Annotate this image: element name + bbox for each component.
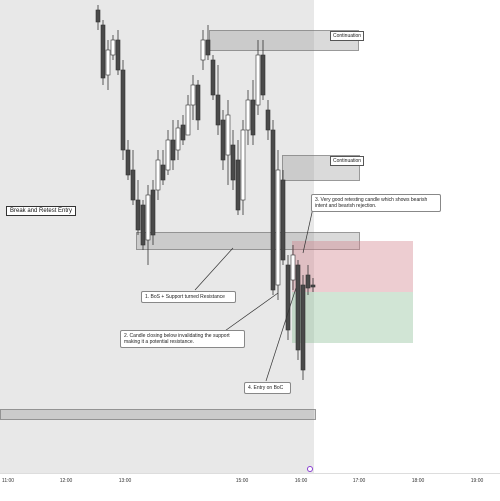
note-bos-support: 1. BoS + Support turned Resistance bbox=[141, 291, 236, 303]
candle-body bbox=[105, 49, 111, 76]
time-tick: 17:00 bbox=[352, 478, 366, 484]
note-3-pointer bbox=[302, 207, 314, 254]
continuation-label-top: Continuation bbox=[330, 31, 365, 41]
candle-body bbox=[195, 84, 201, 121]
candle-body bbox=[220, 119, 226, 161]
note-2-pointer bbox=[221, 292, 279, 334]
candle-body bbox=[190, 84, 196, 106]
candle-body bbox=[285, 264, 291, 331]
lower-zone[interactable] bbox=[0, 409, 316, 420]
candle-body bbox=[160, 164, 166, 181]
candle-body bbox=[130, 169, 136, 201]
candle-body bbox=[155, 159, 161, 191]
time-axis[interactable]: 11:00 12:00 13:00 15:00 16:00 17:00 18:0… bbox=[0, 473, 500, 501]
time-tick: 16:00 bbox=[294, 478, 308, 484]
candle-body bbox=[300, 284, 306, 371]
strategy-label: Break and Retest Entry bbox=[6, 206, 77, 216]
note-retest-candle: 3. Very good retesting candle which show… bbox=[311, 194, 441, 212]
candle-body bbox=[185, 104, 191, 136]
candle-body bbox=[235, 159, 241, 211]
candle-body bbox=[165, 139, 171, 171]
support-resistance-zone[interactable] bbox=[136, 232, 360, 250]
time-tick: 11:00 bbox=[1, 478, 15, 484]
candle-body bbox=[120, 69, 126, 151]
candle-body bbox=[175, 127, 181, 151]
candle-body bbox=[275, 169, 281, 286]
candle-body bbox=[200, 39, 206, 61]
time-tick: 13:00 bbox=[118, 478, 132, 484]
candle-body bbox=[115, 39, 121, 71]
stop-loss-box[interactable] bbox=[292, 241, 413, 292]
candle-body bbox=[100, 24, 106, 79]
candle-body bbox=[255, 54, 261, 106]
candle-body bbox=[270, 129, 276, 291]
candle-body bbox=[225, 114, 231, 156]
note-entry: 4. Entry on BoC bbox=[244, 382, 291, 394]
candle-body bbox=[95, 9, 101, 23]
note-4-pointer bbox=[265, 287, 297, 382]
candle-body bbox=[135, 199, 141, 231]
note-candle-close: 2. Candle closing below invalidating the… bbox=[120, 330, 245, 348]
candle-body bbox=[125, 149, 131, 176]
candle-body bbox=[295, 264, 301, 351]
candle-body bbox=[305, 274, 311, 289]
candle-body bbox=[140, 204, 146, 246]
chart-area[interactable]: Continuation Continuation Break and Rete… bbox=[0, 0, 500, 473]
candle-body bbox=[215, 94, 221, 126]
candle-body bbox=[150, 189, 156, 236]
note-1-pointer bbox=[194, 247, 234, 291]
candle-body bbox=[310, 284, 316, 288]
time-tick: 12:00 bbox=[59, 478, 73, 484]
go-to-realtime-icon[interactable] bbox=[307, 466, 313, 472]
candle-body bbox=[110, 39, 116, 56]
candle-body bbox=[240, 129, 246, 201]
candlestick-plot bbox=[95, 5, 316, 382]
continuation-label-bottom: Continuation bbox=[330, 156, 365, 166]
candle-body bbox=[180, 124, 186, 141]
candle-body bbox=[205, 39, 211, 56]
time-tick: 19:00 bbox=[470, 478, 484, 484]
candle-body bbox=[210, 59, 216, 96]
candle-body bbox=[145, 194, 151, 241]
candle-body bbox=[245, 99, 251, 131]
candle-body bbox=[290, 254, 296, 281]
time-tick: 15:00 bbox=[235, 478, 249, 484]
candle-body bbox=[265, 109, 271, 131]
candle-body bbox=[170, 139, 176, 161]
time-tick: 18:00 bbox=[411, 478, 425, 484]
candle-body bbox=[230, 144, 236, 181]
candle-body bbox=[280, 179, 286, 261]
candle-body bbox=[260, 54, 266, 96]
candle-body bbox=[250, 99, 256, 136]
take-profit-box[interactable] bbox=[292, 292, 413, 343]
